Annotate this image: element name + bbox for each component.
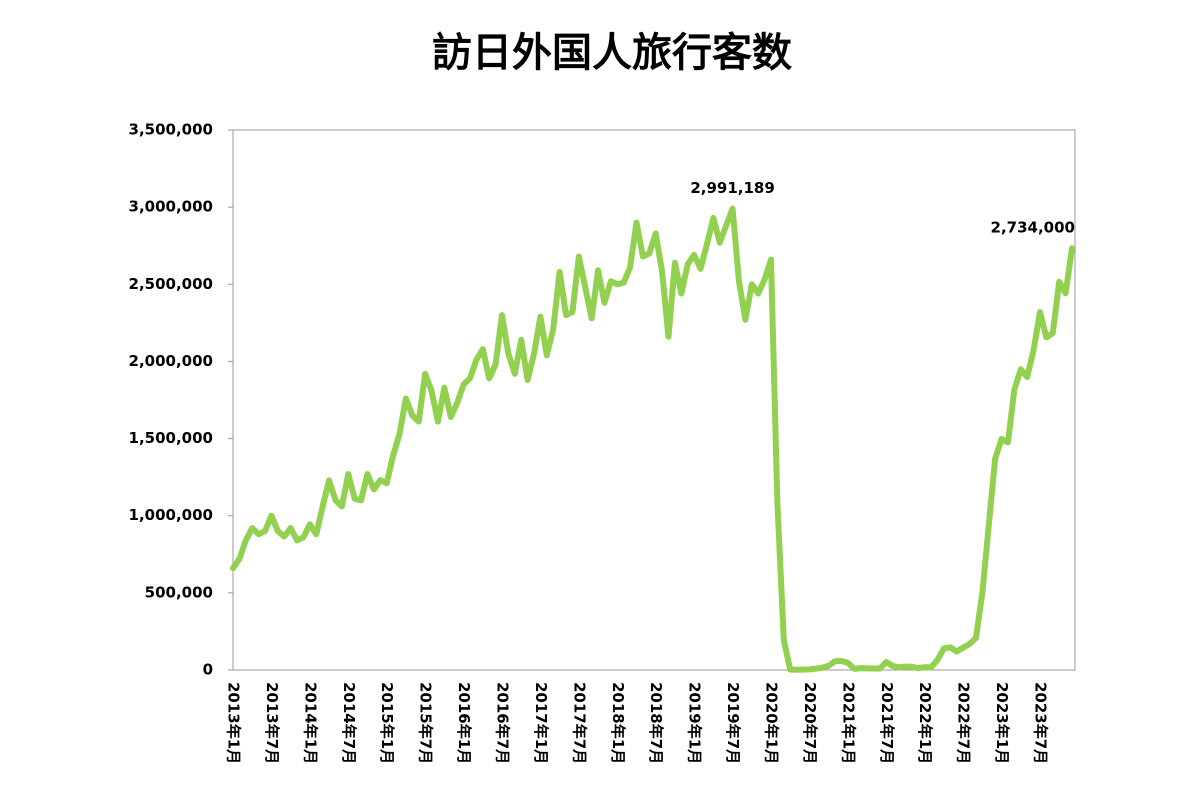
x-tick-label: 2015年7月 bbox=[417, 682, 435, 764]
x-tick-label: 2018年7月 bbox=[647, 682, 665, 764]
series-line bbox=[230, 205, 1075, 673]
x-tick-label: 2019年1月 bbox=[686, 682, 704, 764]
x-tick-label: 2017年1月 bbox=[532, 682, 550, 764]
data-label: 2,991,189 bbox=[690, 179, 774, 197]
x-tick-label: 2020年1月 bbox=[762, 682, 780, 764]
y-tick-label: 3,000,000 bbox=[129, 198, 213, 216]
y-tick-label: 1,500,000 bbox=[129, 429, 213, 447]
x-tick-label: 2020年7月 bbox=[801, 682, 819, 764]
x-tick-label: 2021年1月 bbox=[839, 682, 857, 764]
y-tick-label: 500,000 bbox=[145, 583, 213, 601]
data-label: 2,734,000 bbox=[991, 219, 1075, 237]
y-tick-label: 2,500,000 bbox=[129, 275, 213, 293]
x-tick-label: 2022年7月 bbox=[955, 682, 973, 764]
x-tick-label: 2016年7月 bbox=[493, 682, 511, 764]
x-tick-label: 2014年1月 bbox=[301, 682, 319, 764]
x-tick-label: 2016年1月 bbox=[455, 682, 473, 764]
y-tick-label: 1,000,000 bbox=[129, 506, 213, 524]
y-tick-label: 0 bbox=[203, 661, 213, 679]
y-tick-label: 2,000,000 bbox=[129, 352, 213, 370]
chart-title: 訪日外国人旅行客数 bbox=[432, 30, 792, 76]
x-tick-label: 2013年7月 bbox=[263, 682, 281, 764]
x-tick-label: 2022年1月 bbox=[916, 682, 934, 764]
x-tick-label: 2014年7月 bbox=[340, 682, 358, 764]
y-tick-label: 3,500,000 bbox=[129, 121, 213, 139]
x-tick-label: 2023年7月 bbox=[1031, 682, 1049, 764]
x-tick-label: 2018年1月 bbox=[609, 682, 627, 764]
plot-frame bbox=[232, 129, 1076, 671]
x-tick-label: 2023年1月 bbox=[993, 682, 1011, 764]
x-tick-label: 2021年7月 bbox=[878, 682, 896, 764]
x-tick-label: 2013年1月 bbox=[225, 682, 243, 764]
x-tick-label: 2015年1月 bbox=[378, 682, 396, 764]
x-tick-label: 2017年7月 bbox=[570, 682, 588, 764]
x-tick-label: 2019年7月 bbox=[724, 682, 742, 764]
